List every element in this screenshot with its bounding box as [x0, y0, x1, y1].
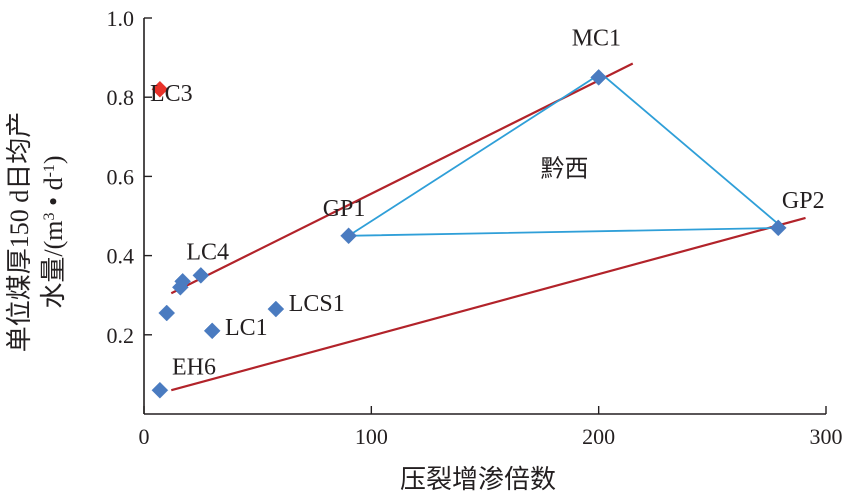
x-tick-label-3: 300 — [810, 424, 843, 449]
data-point-4 — [174, 272, 192, 290]
data-point-2 — [158, 304, 176, 322]
y-tick-label-0: 0.2 — [107, 323, 135, 348]
y-axis-title-part2: • d — [39, 177, 68, 212]
point-label-2: LC1 — [225, 315, 268, 341]
y-axis-title-part3: ) — [39, 155, 68, 164]
y-axis-title-line1: 单位煤厚150 d日均产 — [5, 112, 34, 353]
y-tick-label-1: 0.4 — [107, 244, 135, 269]
data-point-9 — [590, 69, 608, 86]
y-axis-title: 单位煤厚150 d日均产 水量/(m3 • d-1) — [5, 112, 68, 353]
point-label-4: EH6 — [172, 354, 216, 380]
y-axis-title-part1: 水量/(m — [39, 221, 68, 309]
y-axis-title-sup2: -1 — [41, 164, 58, 177]
y-axis-title-line2: 水量/(m3 • d-1) — [39, 155, 68, 308]
data-points — [151, 69, 787, 399]
point-label-7: GP2 — [782, 188, 825, 214]
point-label-6: MC1 — [572, 26, 621, 52]
y-tick-label-2: 0.6 — [107, 164, 135, 189]
y-tick-label-4: 1.0 — [107, 6, 135, 31]
data-point-10 — [769, 219, 787, 237]
point-label-0: LC3 — [150, 81, 193, 107]
x-tick-label-2: 200 — [582, 424, 615, 449]
data-point-6 — [203, 322, 221, 340]
data-point-0 — [151, 80, 169, 98]
x-axis-title: 压裂增渗倍数 — [400, 465, 556, 494]
region-triangle — [345, 72, 786, 237]
trend-lines — [170, 62, 806, 392]
y-axis-title-sup1: 3 — [41, 213, 58, 221]
point-label-3: LCS1 — [289, 291, 345, 317]
axes: 0 100 200 300 0.2 0.4 0.6 0.8 1.0 — [107, 6, 843, 449]
point-label-5: GP1 — [323, 196, 366, 222]
trend-line-1 — [170, 216, 806, 392]
y-tick-label-3: 0.8 — [107, 85, 135, 110]
point-label-1: LC4 — [186, 240, 229, 266]
data-point-7 — [267, 300, 285, 318]
point-label-8: 黔西 — [541, 155, 589, 182]
x-tick-label-1: 100 — [355, 424, 388, 449]
data-point-8 — [340, 227, 357, 245]
triangle-outline — [345, 72, 786, 237]
data-point-1 — [151, 381, 169, 399]
data-point-5 — [192, 267, 210, 284]
x-tick-label-0: 0 — [139, 424, 150, 449]
point-labels: LC3 LC4 LC1 LCS1 EH6 GP1 MC1 GP2 黔西 — [150, 26, 825, 381]
